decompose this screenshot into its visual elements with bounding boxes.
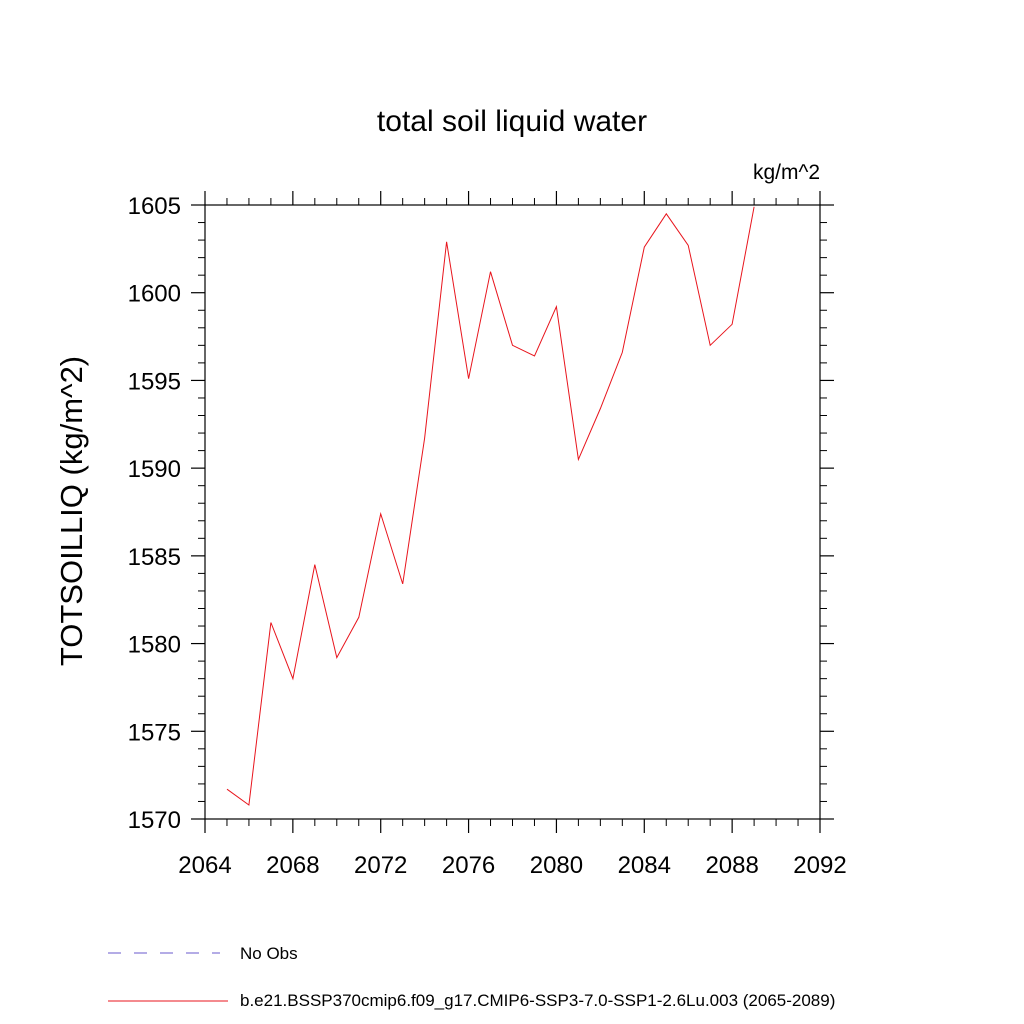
series-line-0	[226, 206, 755, 806]
x-tick-label: 2072	[354, 852, 407, 879]
legend-label-model-run: b.e21.BSSP370cmip6.f09_g17.CMIP6-SSP3-7.…	[240, 991, 835, 1010]
series-layer	[226, 206, 755, 806]
legend: No Obs b.e21.BSSP370cmip6.f09_g17.CMIP6-…	[108, 944, 835, 1010]
y-tick-labels: 1570 1575 1580 1585 1590 1595 1600 1605	[128, 193, 181, 834]
units-label: kg/m^2	[753, 161, 820, 184]
y-tick-label: 1595	[128, 368, 181, 395]
y-tick-label: 1600	[128, 281, 181, 308]
y-tick-label: 1575	[128, 719, 181, 746]
y-axis-label: TOTSOILLIQ (kg/m^2)	[54, 356, 89, 666]
x-tick-label: 2068	[266, 852, 319, 879]
y-tick-label: 1585	[128, 544, 181, 571]
x-tick-label: 2076	[442, 852, 495, 879]
y-tick-label: 1580	[128, 632, 181, 659]
x-tick-label: 2064	[178, 852, 231, 879]
y-tick-label: 1570	[128, 807, 181, 834]
x-tick-label: 2084	[618, 852, 671, 879]
axis-ticks	[191, 191, 834, 833]
plot-frame	[204, 204, 821, 820]
y-tick-label: 1605	[128, 193, 181, 220]
chart-title: total soil liquid water	[377, 105, 647, 138]
x-tick-labels: 2064 2068 2072 2076 2080 2084 2088 2092	[178, 852, 846, 879]
legend-label-no-obs: No Obs	[240, 944, 298, 963]
y-tick-label: 1590	[128, 456, 181, 483]
x-tick-label: 2080	[530, 852, 583, 879]
x-tick-label: 2092	[793, 852, 846, 879]
x-tick-label: 2088	[705, 852, 758, 879]
